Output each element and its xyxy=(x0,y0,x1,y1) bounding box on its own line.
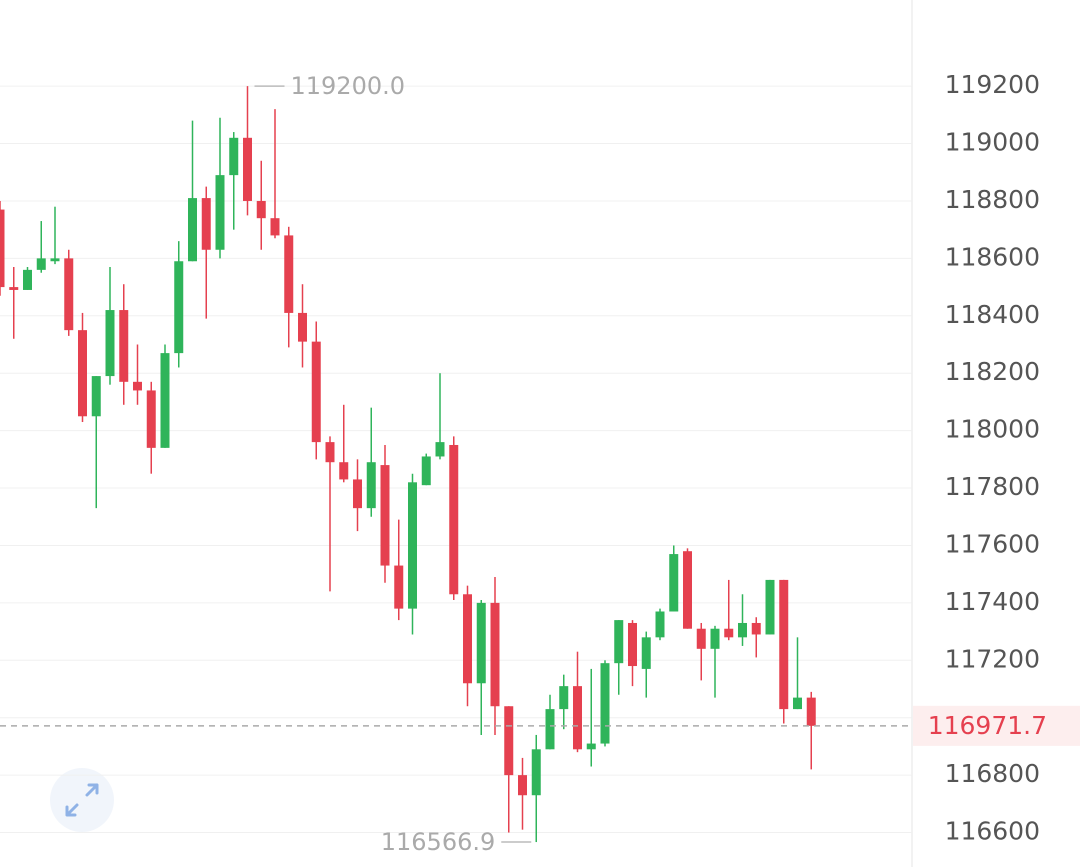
candle-body xyxy=(0,209,5,288)
candle-body xyxy=(476,602,486,684)
candle-body xyxy=(408,482,417,609)
candle-body xyxy=(806,697,816,726)
candle-body xyxy=(50,258,60,262)
candle-body xyxy=(435,442,445,457)
y-tick-label: 116800 xyxy=(945,759,1040,788)
candle-body xyxy=(600,663,610,744)
candle-body xyxy=(188,198,197,262)
candle-body xyxy=(119,310,129,382)
candle-body xyxy=(463,594,472,684)
candle-body xyxy=(284,235,294,313)
candle-body xyxy=(449,444,459,595)
y-tick-label: 117800 xyxy=(945,472,1040,501)
candle-body xyxy=(160,353,170,448)
y-tick-label: 118200 xyxy=(945,357,1040,386)
y-tick-label: 118000 xyxy=(945,415,1040,444)
candle-body xyxy=(201,198,211,250)
candle-body xyxy=(573,686,582,750)
candle-body xyxy=(518,775,527,796)
candle-body xyxy=(270,218,280,236)
candle-body xyxy=(133,381,142,391)
y-tick-label: 118800 xyxy=(945,185,1040,214)
candle-body xyxy=(325,442,335,463)
candle-body xyxy=(311,341,321,443)
candle-body xyxy=(545,709,555,750)
candle-body xyxy=(366,462,376,509)
candle-body xyxy=(91,376,101,417)
candle-body xyxy=(298,312,307,342)
candle-body xyxy=(779,579,789,710)
last-price-label: 116971.7 xyxy=(928,711,1047,740)
candle-body xyxy=(655,611,665,638)
candle-body xyxy=(105,310,115,377)
expand-bg[interactable] xyxy=(50,768,114,832)
expand-icon[interactable] xyxy=(65,783,99,817)
candle-body xyxy=(628,622,637,667)
candle-body xyxy=(504,706,514,776)
candle-body xyxy=(614,620,624,664)
candle-body xyxy=(669,554,679,612)
candle-body xyxy=(146,390,156,448)
candle-body xyxy=(490,602,500,707)
last-price-box xyxy=(913,705,1080,746)
candle-body xyxy=(64,258,74,331)
y-tick-label: 117400 xyxy=(945,587,1040,616)
candle-body xyxy=(696,628,706,649)
max-label: 119200.0 xyxy=(291,72,406,100)
candle-body xyxy=(174,261,184,354)
candle-body xyxy=(353,479,362,509)
candle-body xyxy=(586,743,596,750)
y-tick-label: 117200 xyxy=(945,644,1040,673)
candle-body xyxy=(229,137,239,176)
y-tick-label: 116600 xyxy=(945,817,1040,846)
candle-body xyxy=(559,686,569,710)
candle-body xyxy=(36,258,46,270)
candle-body xyxy=(421,456,431,486)
candle-body xyxy=(710,628,720,649)
y-tick-label: 119000 xyxy=(945,128,1040,157)
candle-body xyxy=(531,749,541,796)
candle-body xyxy=(243,137,252,201)
candle-body xyxy=(765,579,775,635)
y-tick-label: 118600 xyxy=(945,242,1040,271)
candle-body xyxy=(23,269,32,290)
candle-body xyxy=(738,622,747,638)
candle-body xyxy=(339,462,349,480)
candle-body xyxy=(394,565,404,609)
y-tick-label: 119200 xyxy=(945,70,1040,99)
candle-body xyxy=(9,287,19,290)
candle-body xyxy=(641,637,651,669)
candle-body xyxy=(215,175,225,250)
candle-body xyxy=(683,551,692,629)
candle-body xyxy=(380,465,390,566)
y-tick-label: 117600 xyxy=(945,529,1040,558)
expand-button[interactable] xyxy=(50,768,114,832)
min-label: 116566.9 xyxy=(381,828,496,856)
candle-body xyxy=(78,330,87,417)
candle-body xyxy=(751,622,761,635)
candle-body xyxy=(256,200,266,219)
candle-body xyxy=(724,628,734,638)
y-tick-label: 118400 xyxy=(945,300,1040,329)
candle-body xyxy=(793,697,802,710)
